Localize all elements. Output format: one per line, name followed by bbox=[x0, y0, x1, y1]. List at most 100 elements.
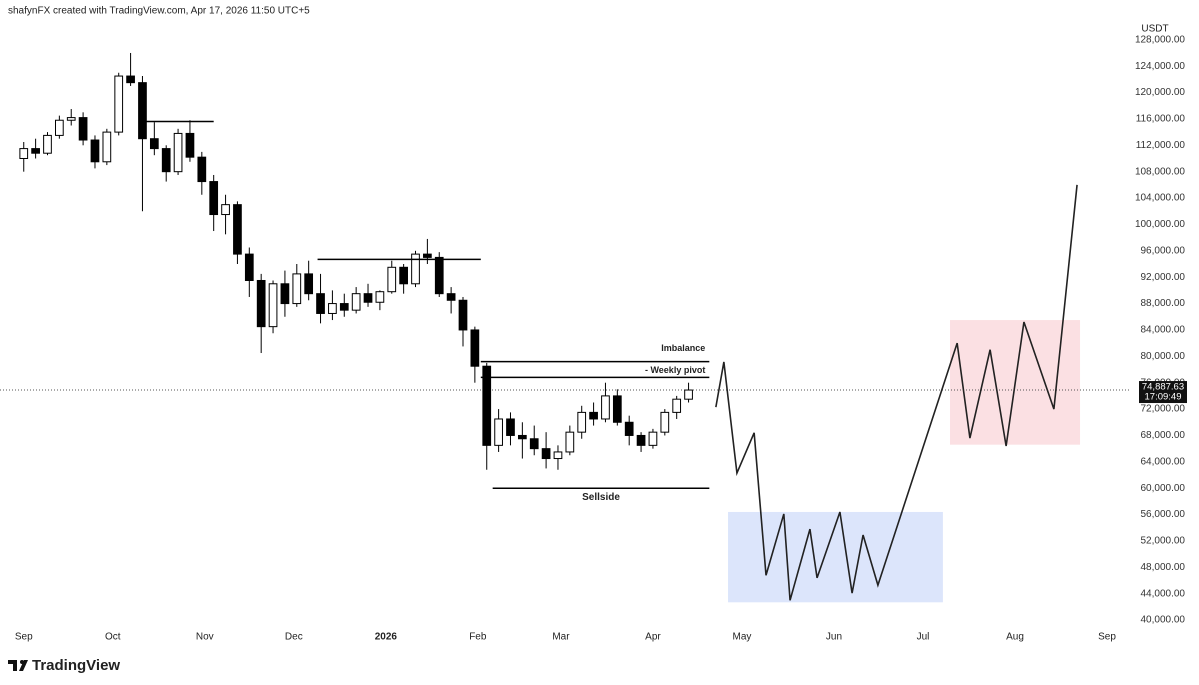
candle-body bbox=[185, 132, 195, 158]
y-tick-label: 124,000.00 bbox=[1135, 61, 1185, 72]
x-tick-label: Jul bbox=[917, 632, 930, 643]
candle-body bbox=[636, 434, 646, 446]
candle-body bbox=[244, 253, 254, 281]
candle-body bbox=[446, 293, 456, 301]
candle-body bbox=[494, 418, 503, 446]
candle-body bbox=[126, 75, 135, 84]
candle-body bbox=[19, 148, 29, 159]
level-label: Sellside bbox=[582, 492, 620, 503]
price-tag bbox=[1139, 381, 1187, 404]
x-tick-label: Jun bbox=[826, 632, 842, 643]
header-credit: shafynFX created with TradingView.com, A… bbox=[8, 6, 310, 17]
candle-body bbox=[339, 303, 349, 311]
candle-body bbox=[529, 438, 539, 450]
x-tick-label: May bbox=[733, 632, 752, 643]
candle-body bbox=[280, 283, 290, 305]
candle-body bbox=[612, 395, 622, 423]
currency: USDT bbox=[1141, 24, 1168, 35]
candle-body bbox=[589, 411, 598, 420]
y-tick-label: 80,000.00 bbox=[1141, 351, 1186, 362]
y-tick-label: 100,000.00 bbox=[1135, 219, 1185, 230]
y-tick-label: 120,000.00 bbox=[1135, 87, 1185, 98]
y-tick-label: 88,000.00 bbox=[1141, 298, 1186, 309]
candle-body bbox=[102, 131, 112, 163]
candle-body bbox=[517, 434, 527, 440]
candle-body bbox=[55, 119, 64, 136]
candle-body bbox=[660, 411, 670, 433]
candle-body bbox=[256, 279, 266, 328]
y-tick-label: 72,000.00 bbox=[1141, 404, 1186, 415]
candle-body bbox=[482, 365, 492, 446]
candle-body bbox=[541, 448, 551, 460]
candle-body bbox=[577, 411, 587, 433]
x-tick-label: Sep bbox=[1098, 632, 1116, 643]
level-label: - Weekly pivot bbox=[645, 365, 705, 375]
candle-body bbox=[43, 134, 52, 154]
candle-body bbox=[601, 395, 610, 420]
candle-body bbox=[31, 148, 40, 154]
candle-body bbox=[316, 293, 325, 314]
y-tick-label: 112,000.00 bbox=[1136, 140, 1186, 151]
y-tick-label: 92,000.00 bbox=[1141, 272, 1186, 283]
candle-body bbox=[553, 451, 563, 460]
candle-body bbox=[149, 138, 159, 150]
candle-body bbox=[268, 283, 278, 328]
candle-body bbox=[161, 148, 171, 173]
candle-body bbox=[470, 329, 480, 367]
candle-body bbox=[684, 389, 693, 400]
brand-name: TradingView bbox=[32, 657, 120, 674]
candle-body bbox=[411, 253, 420, 285]
candle-body bbox=[565, 431, 575, 453]
y-tick-label: 108,000.00 bbox=[1135, 166, 1185, 177]
brand-logo: TradingView bbox=[8, 657, 120, 674]
y-tick-label: 96,000.00 bbox=[1141, 245, 1186, 256]
level-label: Imbalance bbox=[661, 343, 705, 353]
y-tick-label: 56,000.00 bbox=[1141, 509, 1186, 520]
x-tick-label: 2026 bbox=[375, 632, 398, 643]
candle-body bbox=[434, 256, 444, 295]
y-tick-label: 40,000.00 bbox=[1141, 615, 1186, 626]
candle-body bbox=[399, 266, 408, 285]
candle-body bbox=[114, 75, 124, 133]
candle-body bbox=[138, 82, 147, 140]
y-tick-label: 128,000.00 bbox=[1135, 34, 1185, 45]
y-tick-label: 116,000.00 bbox=[1136, 114, 1186, 125]
y-tick-label: 60,000.00 bbox=[1141, 483, 1186, 494]
projection-path bbox=[715, 184, 1078, 601]
candle-body bbox=[221, 204, 230, 216]
candle-body bbox=[233, 204, 242, 255]
y-tick-label: 64,000.00 bbox=[1141, 456, 1186, 467]
candle-body bbox=[458, 299, 468, 331]
candle-body bbox=[328, 303, 337, 314]
y-tick-label: 104,000.00 bbox=[1135, 193, 1185, 204]
candle-body bbox=[209, 181, 219, 216]
x-tick-label: Mar bbox=[552, 632, 570, 643]
candle-body bbox=[90, 139, 100, 163]
candle-body bbox=[363, 293, 373, 303]
candle-body bbox=[423, 253, 432, 258]
candle-body bbox=[648, 431, 658, 446]
countdown: 17:09:49 bbox=[1145, 392, 1182, 403]
x-tick-label: Feb bbox=[469, 632, 487, 643]
x-tick-label: Nov bbox=[196, 632, 214, 643]
y-tick-label: 44,000.00 bbox=[1141, 588, 1186, 599]
x-tick-label: Aug bbox=[1006, 632, 1024, 643]
candle-body bbox=[66, 117, 76, 121]
candle-body bbox=[672, 398, 682, 413]
y-tick-label: 84,000.00 bbox=[1141, 325, 1186, 336]
y-tick-label: 48,000.00 bbox=[1141, 562, 1186, 573]
candle-body bbox=[387, 266, 397, 293]
price-tag-label: 74,887.63 bbox=[1142, 382, 1184, 393]
x-tick-label: Oct bbox=[105, 632, 121, 643]
candle-body bbox=[173, 132, 183, 173]
candle-body bbox=[197, 156, 207, 183]
x-tick-label: Apr bbox=[645, 632, 661, 643]
candle-body bbox=[351, 293, 361, 311]
candle-body bbox=[624, 421, 634, 436]
y-tick-label: 68,000.00 bbox=[1141, 430, 1186, 441]
x-tick-label: Dec bbox=[285, 632, 303, 643]
candle-body bbox=[375, 291, 385, 303]
candle-body bbox=[304, 273, 314, 295]
candle-body bbox=[506, 418, 515, 436]
